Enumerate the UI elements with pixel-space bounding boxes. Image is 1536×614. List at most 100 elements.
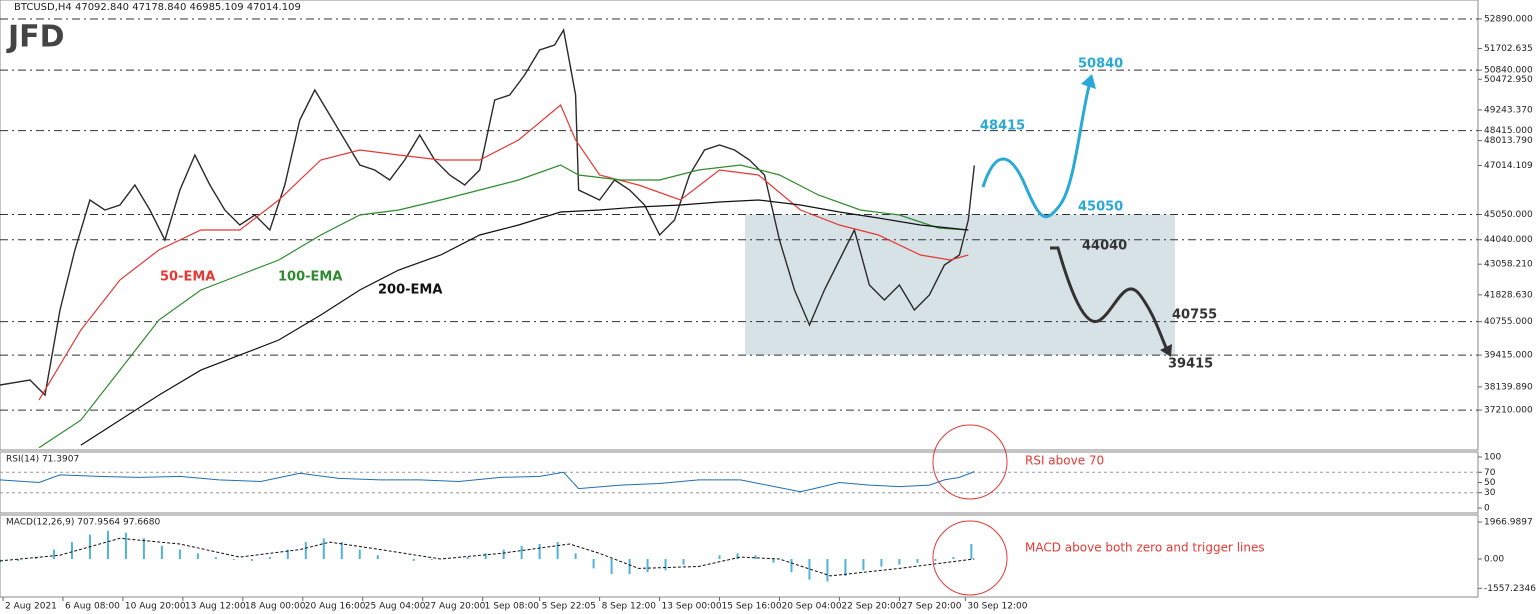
x-tick-label: 20 Sep 04:00	[781, 602, 841, 612]
macd-bar	[232, 559, 235, 560]
range-box	[745, 214, 1175, 356]
macd-bar	[952, 557, 955, 560]
series-label: 100-EMA	[278, 270, 342, 285]
level-annotation: 48415	[980, 119, 1025, 134]
macd-bar	[322, 538, 325, 560]
rsi-annotation: RSI above 70	[1025, 454, 1104, 468]
level-annotation: 40755	[1172, 308, 1217, 323]
chart-title: BTCUSD,H4 47092.840 47178.840 46985.109 …	[14, 2, 301, 13]
level-annotation: 44040	[1082, 239, 1127, 254]
macd-bar	[808, 559, 811, 580]
macd-bar	[124, 532, 127, 560]
y-tick-label: 43058.210	[1484, 260, 1533, 270]
x-tick-label: 15 Sep 16:00	[722, 602, 782, 612]
y-tick-label: 50840.000	[1484, 66, 1533, 76]
macd-annotation: MACD above both zero and trigger lines	[1025, 541, 1265, 555]
series-label: 50-EMA	[160, 270, 215, 285]
macd-bar	[844, 559, 847, 576]
macd-bar	[970, 543, 973, 560]
macd-bar	[106, 530, 109, 560]
y-tick-label: 50	[1484, 478, 1496, 488]
macd-bar	[466, 557, 469, 560]
macd-bar	[934, 559, 937, 561]
macd-bar	[610, 559, 613, 575]
y-tick-label: 50472.950	[1484, 75, 1533, 85]
macd-bar	[538, 543, 541, 560]
y-tick-label: 45050.000	[1484, 210, 1533, 220]
y-tick-label: 39415.000	[1484, 351, 1533, 361]
y-tick-label: 48415.000	[1484, 126, 1533, 136]
logo: JFD	[6, 20, 65, 55]
macd-bar	[160, 545, 163, 560]
macd-bar	[664, 559, 667, 571]
x-tick-label: 27 Sep 20:00	[901, 602, 961, 612]
x-tick-label: 13 Sep 00:00	[662, 602, 722, 612]
main-frame	[0, 0, 1479, 451]
ema-line	[38, 104, 969, 401]
rsi-frame	[0, 451, 1479, 514]
level-annotation: 50840	[1078, 57, 1123, 72]
macd-bar	[556, 542, 559, 560]
bear-projection	[1050, 246, 1170, 353]
x-tick-label: 13 Aug 12:00	[185, 602, 246, 612]
macd-title: MACD(12,26,9) 707.9564 97.6680	[6, 518, 161, 528]
macd-bar	[250, 559, 253, 561]
y-tick-label: 100	[1484, 453, 1501, 463]
macd-bar	[682, 559, 685, 565]
ema-line	[80, 199, 969, 446]
macd-bar	[340, 542, 343, 560]
x-tick-label: 20 Aug 16:00	[305, 602, 366, 612]
y-tick-label: 51702.635	[1484, 44, 1533, 54]
price-line	[0, 28, 975, 397]
macd-bar	[574, 553, 577, 560]
y-tick-label: 41828.630	[1484, 290, 1533, 300]
y-tick-label: 38139.890	[1484, 382, 1533, 392]
macd-bar	[52, 549, 55, 560]
rsi-line	[0, 471, 975, 493]
y-tick-label: 44040.000	[1484, 235, 1533, 245]
rsi-title: RSI(14) 71.3907	[6, 455, 79, 465]
macd-bar	[70, 542, 73, 560]
y-tick-label: -1557.2346	[1484, 584, 1536, 594]
macd-bar	[826, 559, 829, 582]
macd-bar	[286, 549, 289, 560]
macd-bar	[790, 559, 793, 573]
y-tick-label: 30	[1484, 488, 1496, 498]
y-tick-label: 48013.790	[1484, 136, 1533, 146]
macd-frame	[0, 514, 1479, 598]
x-tick-label: 22 Sep 20:00	[841, 602, 901, 612]
macd-bar	[502, 549, 505, 560]
macd-bar	[16, 559, 19, 561]
x-tick-label: 8 Sep 12:00	[602, 602, 657, 612]
macd-bar	[34, 557, 37, 560]
x-tick-label: 27 Aug 20:00	[425, 602, 486, 612]
bull-arrowhead	[1081, 74, 1096, 89]
bull-projection	[981, 81, 1092, 218]
macd-bar	[898, 559, 901, 565]
macd-bar	[592, 559, 595, 569]
series-label: 200-EMA	[378, 283, 442, 298]
y-tick-label: 1966.9897	[1484, 518, 1533, 528]
macd-bar	[628, 559, 631, 575]
macd-bar	[358, 549, 361, 560]
ema-line	[38, 164, 969, 449]
x-tick-label: 18 Aug 00:00	[245, 602, 306, 612]
y-tick-label: 37210.000	[1484, 406, 1533, 416]
macd-bar	[754, 555, 757, 560]
x-tick-label: 25 Aug 04:00	[365, 602, 426, 612]
macd-bar	[142, 538, 145, 560]
level-annotation: 45050	[1078, 200, 1123, 215]
x-tick-label: 30 Sep 12:00	[967, 602, 1027, 612]
macd-circle	[932, 520, 1008, 596]
macd-bar	[862, 559, 865, 571]
macd-bar	[520, 545, 523, 560]
macd-bar	[484, 553, 487, 560]
level-annotation: 39415	[1168, 357, 1213, 372]
macd-bar	[772, 559, 775, 563]
macd-bar	[214, 557, 217, 560]
macd-bar	[412, 559, 415, 561]
macd-bar	[268, 557, 271, 560]
